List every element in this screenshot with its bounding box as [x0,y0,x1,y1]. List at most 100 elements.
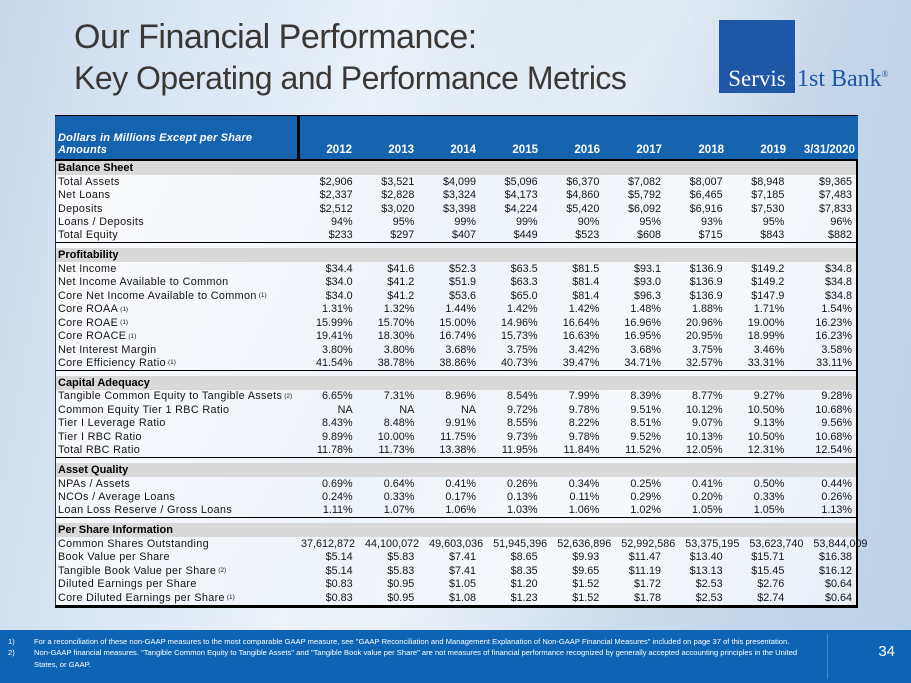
table-row: NPAs / Assets 0.69% 0.64% 0.41% 0.26% 0.34% 0.… [56,477,856,490]
row-label-text: NPAs / Assets [58,477,131,490]
table-section: Profitability Net Income $34.4 $41.6 $52.3 $6… [56,248,856,371]
cell-value: 38.78% [377,356,415,369]
footnote-number: 1) [8,637,15,646]
cell-value: 0.64% [383,477,415,490]
cell-value: $11.19 [628,564,661,577]
table-row: Net Income Available to Common $34.0 $41.2… [56,276,856,289]
cell-value: $0.64 [824,591,852,604]
cell-value: $2.53 [695,591,723,604]
row-label: Tier I RBC Ratio [56,430,301,443]
table-row: Total RBC Ratio 11.78% 11.73% 13.38% 11.95% 1… [56,443,856,456]
cell-value: 11.75% [440,430,476,443]
logo-square: Servis [719,20,795,93]
cell-value: 12.31% [747,444,785,457]
table-row: Core ROACE (1) 19.41% 18.30% 16.74% 15.73% 16.… [56,329,856,342]
cell-value: 52,636,896 [557,537,612,550]
row-label-text: Diluted Earnings per Share [58,578,197,591]
cell-value: $0.95 [387,591,415,604]
table-row: Core ROAA (1) 1.31% 1.32% 1.44% 1.42% 1.42% 1.4… [56,303,856,316]
registered-mark: ® [881,69,889,79]
cell-value: 1.05% [753,504,785,517]
cell-value: $449 [513,229,538,242]
logo-suffix-text: 1st Bank® [797,66,889,92]
cell-value: 1.31% [322,303,353,316]
cell-value: 34.71% [624,356,661,369]
cell-value: $5.83 [387,564,415,577]
footnote-ref: (2) [218,567,227,575]
cell-value: 1.48% [630,303,661,316]
column-header: 2019 [760,144,786,156]
cell-value: 12.05% [686,444,723,457]
cell-value: NA [399,403,415,416]
cell-value: 13.38% [439,444,476,457]
cell-value: 0.50% [753,477,785,490]
cell-value: 33.31% [747,356,785,369]
cell-value: $9.93 [572,551,600,564]
table-row: Tangible Common Equity to Tangible Asset… [56,390,856,403]
cell-value: 7.99% [568,390,600,403]
row-label-text: Tier I Leverage Ratio [58,417,166,430]
cell-value: 3.58% [821,343,852,356]
cell-value: $136.9 [689,276,723,289]
cell-value: 1.06% [445,504,476,517]
table-section: Asset Quality NPAs / Assets 0.69% 0.64% 0.41… [56,462,856,519]
cell-value: 16.63% [562,330,600,343]
cell-value: 15.00% [439,316,476,329]
footnote-ref: (1) [226,594,235,602]
row-label: Deposits [56,202,301,215]
row-label: Core Efficiency Ratio (1) [56,356,301,369]
cell-value: 1.32% [383,303,415,316]
cell-value: 1.42% [507,303,538,316]
cell-value: 8.51% [630,417,661,430]
cell-value: 15.73% [501,330,538,343]
table-row: Tier I RBC Ratio 9.89% 10.00% 11.75% 9.73% 9.… [56,430,856,443]
row-label: Core Diluted Earnings per Share (1) [56,591,301,604]
cell-value: $7,082 [627,175,661,188]
cell-value: 8.55% [507,417,538,430]
cell-value: 9.52% [630,430,661,443]
cell-value: 9.28% [821,390,852,403]
row-label-text: Common Equity Tier 1 RBC Ratio [58,403,230,416]
footnote-ref: (1) [120,319,129,327]
cell-value: NA [461,403,476,416]
cell-value: $8,007 [689,175,723,188]
cell-value: $136.9 [689,262,723,275]
row-label: Diluted Earnings per Share [56,578,301,591]
row-label-text: Total Assets [58,175,120,188]
cell-value: 39.47% [562,356,600,369]
cell-value: $13.40 [689,551,723,564]
cell-value: 0.41% [445,477,476,490]
cell-value: $407 [451,229,476,242]
row-label-text: Total Equity [58,229,119,242]
cell-value: $7,483 [818,189,852,202]
cell-value: $5.14 [325,551,353,564]
cell-value: $34.8 [824,262,852,275]
row-label: Common Equity Tier 1 RBC Ratio [56,403,301,416]
cell-value: 19.41% [316,330,353,343]
cell-value: 9.78% [568,430,600,443]
row-label: Loans / Deposits [56,215,301,228]
footnote-number: 2) [8,648,15,658]
cell-value: $1.52 [572,578,600,591]
table-header-years: 2012 2013 2014 2015 2016 2017 2018 2019 3/31/202… [300,116,858,159]
table-row: NCOs / Average Loans 0.24% 0.33% 0.17% 0.13%… [56,490,856,503]
cell-value: $523 [575,229,600,242]
row-label: Total Equity [56,229,301,242]
cell-value: $5,096 [504,175,538,188]
cell-value: 9.91% [445,417,476,430]
row-label: Core ROAA (1) [56,303,301,316]
row-label: Net Loans [56,188,301,201]
footnote-text: Non-GAAP financial measures. "Tangible C… [34,648,798,669]
table-row: Diluted Earnings per Share $0.83 $0.95 $1.0… [56,578,856,591]
footnote-text: For a reconciliation of these non-GAAP m… [34,637,790,646]
cell-value: 9.89% [322,430,353,443]
cell-value: 11.95% [501,444,538,457]
table-row: Tangible Book Value per Share (2) $5.14 $5.… [56,564,856,577]
cell-value: 20.96% [686,316,723,329]
cell-value: $2.53 [695,578,723,591]
row-label-text: Tangible Common Equity to Tangible Asset… [58,390,283,403]
cell-value: $63.3 [510,276,538,289]
cell-value: $96.3 [633,289,661,302]
section-header: Per Share Information [56,523,856,538]
cell-value: 0.33% [383,491,415,504]
